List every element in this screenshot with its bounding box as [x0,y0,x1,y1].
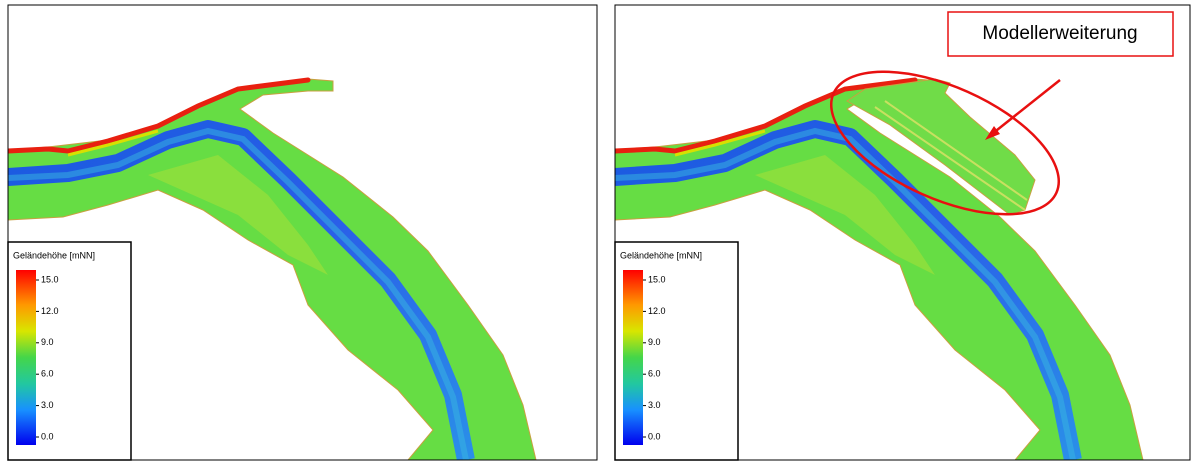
colorbar [623,270,643,445]
colorbar-label: 0.0 [648,431,661,441]
colorbar-label: 3.0 [648,400,661,410]
annotation: Modellerweiterung [982,23,1137,44]
colorbar-label: 6.0 [41,369,54,379]
legend-title: Geländehöhe [mNN] [13,250,95,260]
colorbar-label: 6.0 [648,369,661,379]
colorbar-label: 12.0 [41,306,59,316]
colorbar-label: 9.0 [41,337,54,347]
colorbar-label: 0.0 [41,431,54,441]
colorbar-label: 3.0 [41,400,54,410]
legend-title: Geländehöhe [mNN] [620,250,702,260]
colorbar-label: 9.0 [648,337,661,347]
figure: Modellerweiterung Geländehöhe [mNN] 15.0 1… [0,0,1196,461]
colorbar-label: 12.0 [648,306,666,316]
arrow [992,80,1060,134]
colorbar [16,270,36,445]
colorbar-label: 15.0 [41,274,59,284]
colorbar-label: 15.0 [648,274,666,284]
page: Modellerweiterung Geländehöhe [mNN] 15.0 1… [0,0,1196,466]
